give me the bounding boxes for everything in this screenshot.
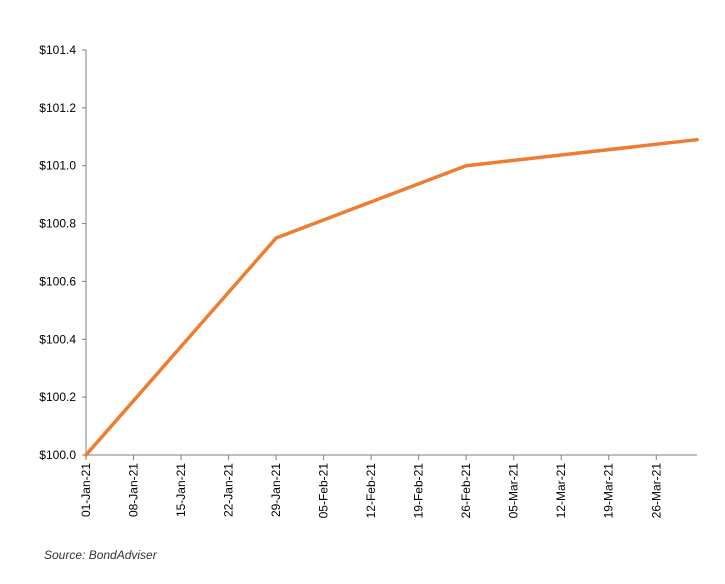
x-tick-label: 26-Feb-21 bbox=[459, 463, 473, 519]
x-tick-label: 01-Jan-21 bbox=[79, 463, 93, 517]
y-tick-label: $101.0 bbox=[39, 159, 76, 173]
y-axis-ticks: $100.0 $100.2 $100.4 $100.6 $100.8 $101.0 $101… bbox=[39, 43, 86, 462]
y-tick-label: $100.4 bbox=[39, 332, 76, 346]
x-tick-label: 12-Mar-21 bbox=[554, 463, 568, 519]
y-tick-label: $101.2 bbox=[39, 101, 76, 115]
x-tick-label: 26-Mar-21 bbox=[649, 463, 663, 519]
x-tick-label: 05-Feb-21 bbox=[317, 463, 331, 519]
x-tick-label: 08-Jan-21 bbox=[127, 463, 141, 517]
y-tick-label: $100.6 bbox=[39, 274, 76, 288]
source-note: Source: BondAdviser bbox=[44, 548, 157, 562]
y-tick-label: $100.2 bbox=[39, 390, 76, 404]
x-tick-label: 19-Feb-21 bbox=[412, 463, 426, 519]
x-axis-ticks: 01-Jan-21 08-Jan-21 15-Jan-21 22-Jan-21 29-J… bbox=[79, 455, 663, 518]
series-line bbox=[84, 137, 699, 457]
y-tick-label: $101.4 bbox=[39, 43, 76, 57]
x-tick-label: 15-Jan-21 bbox=[174, 463, 188, 517]
x-tick-label: 29-Jan-21 bbox=[269, 463, 283, 517]
x-tick-label: 19-Mar-21 bbox=[602, 463, 616, 519]
y-tick-label: $100.0 bbox=[39, 448, 76, 462]
x-tick-label: 05-Mar-21 bbox=[507, 463, 521, 519]
x-tick-label: 22-Jan-21 bbox=[222, 463, 236, 517]
x-tick-label: 12-Feb-21 bbox=[364, 463, 378, 519]
series-layer bbox=[84, 137, 699, 457]
y-tick-label: $100.8 bbox=[39, 217, 76, 231]
